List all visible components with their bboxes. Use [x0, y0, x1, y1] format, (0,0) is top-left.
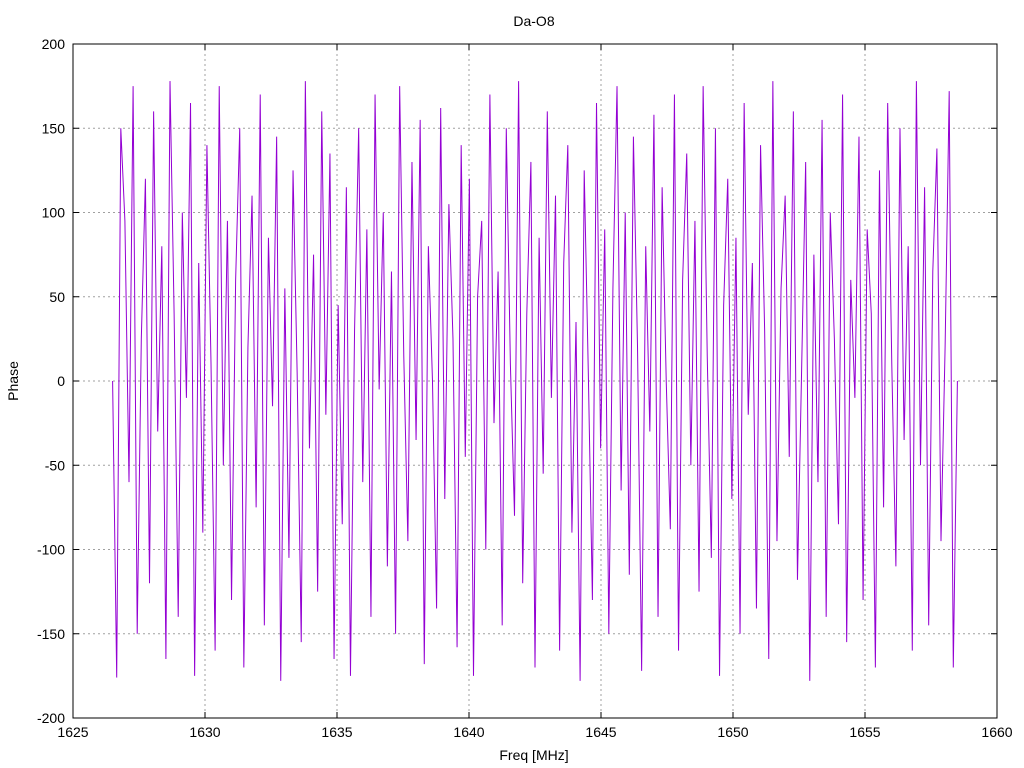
x-tick-labels: 1625 1630 1635 1640 1645 1650 1655 1660	[57, 724, 1012, 740]
x-axis-title: Freq [MHz]	[499, 747, 568, 763]
series-line-0	[112, 81, 958, 681]
x-tick-label: 1650	[717, 724, 748, 740]
y-tick-labels: -200 -150 -100 -50 0 50 100 150 200	[37, 36, 65, 726]
series-line-group	[112, 81, 958, 681]
x-tick-label: 1625	[57, 724, 88, 740]
y-tick-label: -100	[37, 542, 65, 558]
axis-ticks	[72, 43, 998, 719]
y-tick-label: -200	[37, 710, 65, 726]
x-tick-label: 1630	[189, 724, 220, 740]
y-tick-label: 200	[42, 36, 66, 52]
y-tick-label: -50	[45, 457, 65, 473]
chart-title: Da-O8	[513, 13, 554, 29]
y-tick-label: 100	[42, 205, 66, 221]
y-tick-label: 0	[57, 373, 65, 389]
y-tick-label: -150	[37, 626, 65, 642]
x-tick-label: 1645	[585, 724, 616, 740]
x-tick-label: 1660	[981, 724, 1012, 740]
x-tick-label: 1635	[321, 724, 352, 740]
x-tick-label: 1655	[849, 724, 880, 740]
x-tick-label: 1640	[453, 724, 484, 740]
y-tick-label: 50	[49, 289, 65, 305]
y-tick-label: 150	[42, 120, 66, 136]
y-axis-title: Phase	[5, 361, 21, 401]
